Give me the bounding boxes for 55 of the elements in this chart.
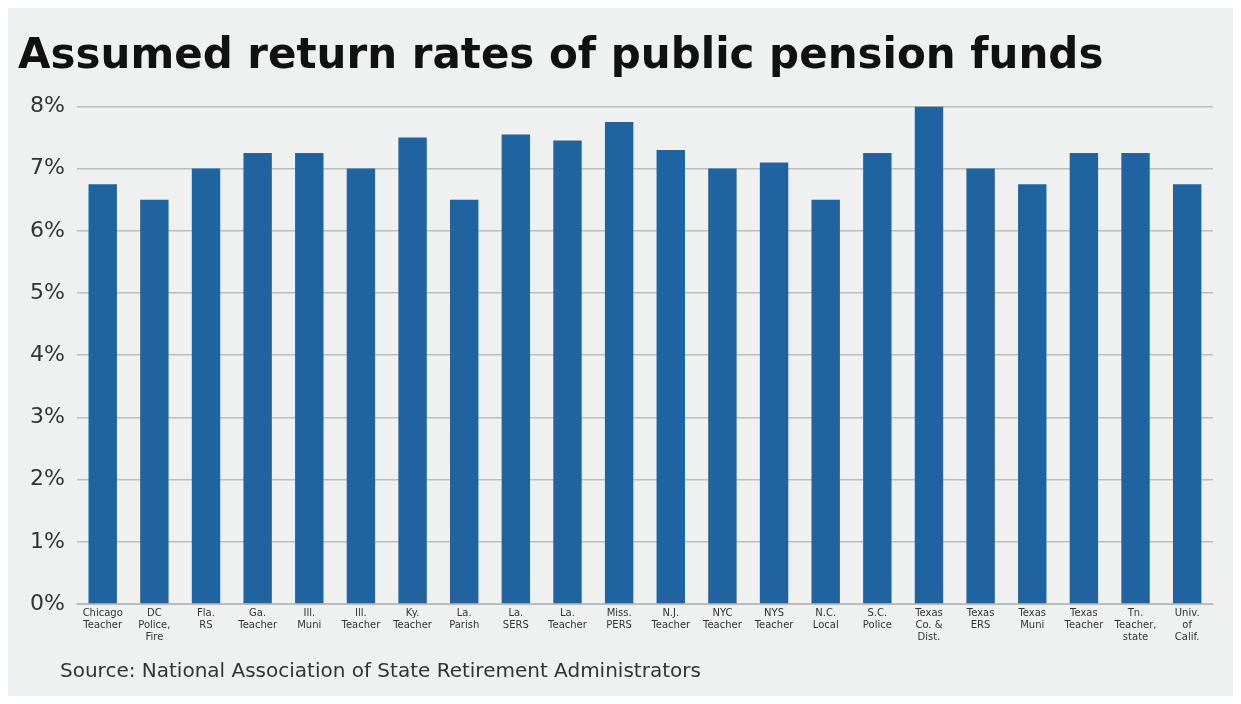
x-tick-label: NYC Teacher: [702, 606, 743, 630]
bar: [966, 168, 995, 604]
x-tick-label: Ky. Teacher: [392, 606, 433, 630]
x-tick-label: Texas Muni: [1017, 606, 1047, 630]
chart-title: Assumed return rates of public pension funds: [18, 29, 1104, 79]
y-tick-label: 2%: [30, 465, 65, 491]
x-tick-label: Texas Co. & Dist.: [914, 606, 943, 642]
bar: [759, 162, 789, 604]
bar: [1069, 153, 1099, 604]
bar: [398, 137, 427, 604]
bar: [191, 168, 221, 604]
x-tick-label: N.J. Teacher: [650, 606, 692, 630]
x-tick-label: Texas ERS: [965, 606, 995, 630]
y-tick-label: 8%: [30, 92, 65, 118]
bar: [295, 153, 324, 604]
bar: [1172, 184, 1202, 604]
bar: [501, 134, 531, 604]
x-tick-label: Ill. Muni: [297, 606, 322, 630]
source-note: Source: National Association of State Retirement Administrators: [60, 658, 701, 683]
bar: [1121, 153, 1150, 604]
y-tick-label: 6%: [30, 216, 65, 242]
x-tick-label: N.C. Local: [812, 606, 839, 630]
bar: [553, 140, 582, 604]
y-tick-label: 1%: [30, 527, 65, 553]
bar: [656, 149, 685, 604]
bar: [863, 153, 892, 604]
bar: [708, 168, 737, 604]
x-tick-label: Tn. Teacher, state: [1113, 606, 1157, 642]
x-tick-label: Texas Teacher: [1063, 606, 1105, 630]
bar: [914, 106, 944, 604]
x-tick-label: DC Police, Fire: [138, 606, 171, 642]
x-tick-label: Chicago Teacher: [82, 606, 123, 630]
y-tick-label: 4%: [30, 340, 65, 366]
x-tick-label: NYS Teacher: [753, 606, 795, 630]
x-tick-label: Fla. RS: [197, 606, 215, 630]
bar: [243, 153, 272, 604]
bar: [1018, 184, 1047, 604]
x-tick-label: Miss. PERS: [606, 606, 632, 630]
x-tick-label: Ill. Teacher: [340, 606, 382, 630]
x-tick-label: La. Parish: [449, 606, 480, 630]
y-tick-label: 7%: [30, 154, 65, 180]
x-tick-label: La. SERS: [502, 606, 529, 630]
x-tick-label: S.C. Police: [862, 606, 892, 630]
y-tick-label: 3%: [30, 403, 65, 429]
bar: [88, 184, 117, 604]
bar: [604, 121, 634, 604]
bar: [811, 199, 840, 604]
bar: [450, 199, 479, 604]
x-tick-label: Ga. Teacher: [237, 606, 278, 630]
y-tick-label: 5%: [30, 278, 65, 304]
x-tick-label: Univ. of Calif.: [1174, 606, 1200, 642]
x-tick-label: La. Teacher: [547, 606, 588, 630]
bar: [140, 199, 169, 604]
y-tick-label: 0%: [30, 589, 65, 615]
bar: [346, 168, 376, 604]
